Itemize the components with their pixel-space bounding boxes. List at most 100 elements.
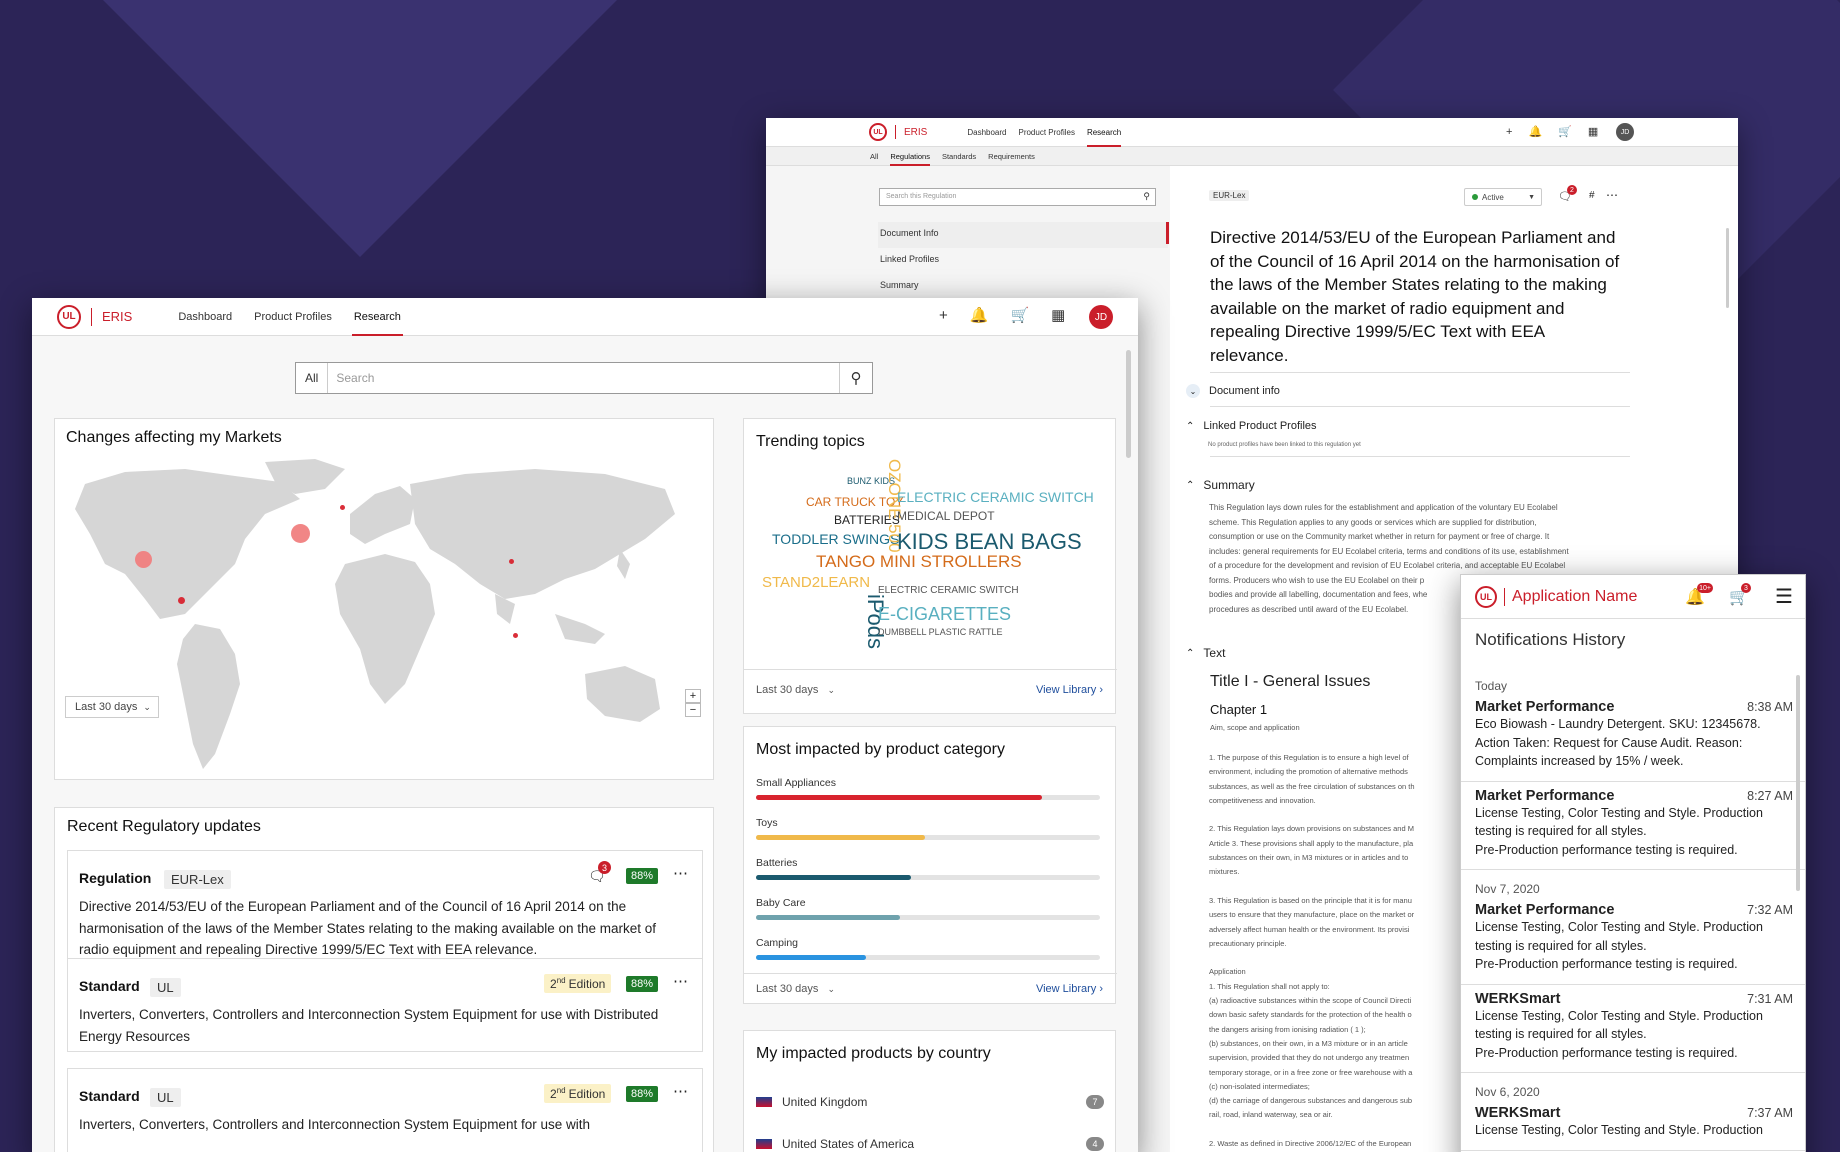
notification-item[interactable]: Market Performance 8:27 AM License Testing… — [1461, 782, 1805, 870]
nav-item-product-profiles[interactable]: Product Profiles — [254, 310, 332, 323]
reg-search-box[interactable]: Search this Regulation ⚲ — [879, 188, 1156, 206]
avatar[interactable]: JD — [1616, 123, 1634, 141]
section-linked[interactable]: ⌃ Linked Product Profiles — [1186, 420, 1317, 432]
trending-word[interactable]: ELECTRIC CERAMIC SWITCH — [878, 585, 1019, 596]
category-bar-fill — [756, 795, 1042, 800]
more-options-icon[interactable]: ⋯ — [673, 973, 688, 990]
impacted-card: Most impacted by product category Small … — [743, 726, 1117, 1004]
world-map[interactable] — [65, 454, 705, 779]
category-row[interactable]: Baby Care — [756, 897, 1100, 937]
section-summary[interactable]: ⌃ Summary — [1186, 478, 1255, 492]
trending-range[interactable]: Last 30 days ⌄ — [756, 684, 835, 696]
edition-number: 2 — [550, 1087, 557, 1101]
map-marker[interactable] — [134, 550, 152, 568]
trending-word[interactable]: TANGO MINI STROLLERS — [816, 552, 1022, 571]
nav-item-dashboard[interactable]: Dashboard — [178, 310, 233, 323]
scrollbar[interactable] — [1726, 228, 1729, 308]
bell-icon[interactable]: 🔔 — [969, 307, 989, 324]
menu-icon[interactable]: ☰ — [1775, 586, 1793, 608]
category-label: Small Appliances — [756, 777, 836, 789]
country-row[interactable]: United Kingdom 7 — [756, 1081, 1104, 1123]
search-scope[interactable]: All — [296, 363, 329, 393]
divider — [1210, 372, 1630, 373]
search-icon[interactable]: ⚲ — [839, 363, 872, 393]
section-text[interactable]: ⌃ Text — [1186, 646, 1225, 660]
plus-icon[interactable]: + — [939, 306, 948, 324]
more-options-icon[interactable]: ⋯ — [1606, 188, 1618, 202]
update-card[interactable]: Standard UL 2nd Edition 88% ⋯ Inverters, Conve… — [67, 1068, 703, 1152]
country-row[interactable]: United States of America 4 — [756, 1123, 1104, 1152]
more-options-icon[interactable]: ⋯ — [673, 1083, 688, 1100]
map-marker[interactable] — [339, 504, 345, 510]
cart-icon[interactable]: 🛒 — [1558, 126, 1572, 138]
summary-line: consumption or use on the Community mark… — [1209, 532, 1550, 541]
trending-word[interactable]: ELECTRIC CERAMIC SWITCH — [897, 489, 1094, 505]
section-doc-info[interactable]: ⌄ Document info — [1186, 384, 1280, 398]
trending-word[interactable]: BUNZ KIDS — [847, 476, 896, 486]
zoom-in-button[interactable]: + — [685, 689, 701, 703]
plus-icon[interactable]: + — [1506, 125, 1513, 138]
side-item-linked-profiles[interactable]: Linked Profiles — [880, 254, 940, 264]
map-marker[interactable] — [177, 596, 185, 604]
search-icon[interactable]: ⚲ — [1143, 191, 1150, 201]
nav-item-research[interactable]: Research — [351, 298, 403, 336]
search-input[interactable]: Search — [336, 371, 375, 385]
tab-standards[interactable]: Standards — [941, 151, 977, 161]
body-line: temporary storage, or in a free zone or … — [1209, 1067, 1413, 1077]
tab-requirements[interactable]: Requirements — [988, 151, 1035, 161]
impacted-range[interactable]: Last 30 days ⌄ — [756, 983, 835, 995]
chevron-up-icon: ⌃ — [1186, 420, 1195, 432]
category-row[interactable]: Small Appliances — [756, 777, 1100, 817]
category-row[interactable]: Toys — [756, 817, 1100, 857]
cart-icon[interactable]: 🛒 — [1010, 307, 1030, 324]
map-range-dropdown[interactable]: Last 30 days ⌄ — [65, 696, 159, 718]
trending-word[interactable]: CAR TRUCK TOY — [806, 495, 904, 509]
reg-search-placeholder: Search this Regulation — [886, 193, 957, 200]
bell-icon[interactable]: 🔔 — [1528, 126, 1543, 138]
nav-item-product-profiles[interactable]: Product Profiles — [1018, 127, 1075, 137]
notification-item[interactable]: Market Performance 7:32 AM License Testing… — [1461, 896, 1805, 985]
chevron-down-icon: ⌄ — [827, 685, 835, 695]
nav-item-research[interactable]: Research — [1086, 118, 1122, 147]
edition-word: Edition — [568, 1087, 606, 1101]
avatar[interactable]: JD — [1089, 305, 1113, 329]
tab-regulations[interactable]: Regulations — [890, 147, 930, 166]
trending-word[interactable]: TODDLER SWINGS — [772, 531, 900, 547]
mobile-app-name: Application Name — [1512, 587, 1638, 605]
trending-word[interactable]: MEDICAL DEPOT — [897, 509, 995, 523]
update-card[interactable]: Regulation EUR-Lex 🗨 3 88% ⋯ Directive 2014/53… — [67, 850, 703, 968]
notification-item[interactable]: WERKSmart 7:37 AM License Testing, Color T… — [1461, 1099, 1805, 1151]
side-item-document-info[interactable]: Document Info — [878, 222, 1168, 248]
nav-item-dashboard[interactable]: Dashboard — [967, 127, 1007, 137]
scrollbar[interactable] — [1126, 350, 1131, 458]
status-dropdown[interactable]: Active ▼ — [1464, 188, 1542, 206]
side-item-summary[interactable]: Summary — [880, 280, 919, 290]
map-marker[interactable] — [508, 558, 514, 564]
map-marker[interactable] — [512, 632, 518, 638]
trending-word[interactable]: BATTERIES — [834, 513, 900, 527]
hash-icon[interactable]: # — [1589, 190, 1595, 201]
category-row[interactable]: Camping — [756, 937, 1100, 977]
trending-word[interactable]: KIDS BEAN BAGS — [897, 529, 1082, 554]
notification-item[interactable]: WERKSmart 7:31 AM License Testing, Color T… — [1461, 985, 1805, 1073]
scrollbar[interactable] — [1796, 675, 1800, 891]
more-options-icon[interactable]: ⋯ — [673, 865, 688, 882]
apps-grid-icon[interactable]: ▦ — [1587, 126, 1599, 138]
edition-word: Edition — [568, 977, 606, 991]
trending-word[interactable]: DUMBBELL PLASTIC RATTLE — [878, 627, 1003, 637]
cart-icon[interactable]: 🛒 — [1729, 589, 1749, 606]
zoom-out-button[interactable]: − — [685, 703, 701, 717]
comment-count-badge: 3 — [598, 861, 611, 874]
map-marker[interactable] — [290, 523, 310, 543]
bell-icon[interactable]: 🔔 — [1685, 589, 1705, 606]
trending-word[interactable]: E-CIGARETTES — [878, 604, 1012, 624]
apps-grid-icon[interactable]: ▦ — [1051, 307, 1066, 324]
update-card[interactable]: Standard UL 2nd Edition 88% ⋯ Inverters, Conve… — [67, 958, 703, 1052]
notification-item[interactable]: Market Performance 8:38 AM Eco Biowash - L… — [1461, 693, 1805, 782]
notification-title: WERKSmart — [1475, 1105, 1561, 1121]
view-library-link[interactable]: View Library › — [1035, 983, 1103, 995]
category-row[interactable]: Batteries — [756, 857, 1100, 897]
view-library-link[interactable]: View Library › — [1035, 684, 1103, 696]
trending-word[interactable]: STAND2LEARN — [762, 574, 871, 591]
tab-all[interactable]: All — [870, 151, 879, 161]
